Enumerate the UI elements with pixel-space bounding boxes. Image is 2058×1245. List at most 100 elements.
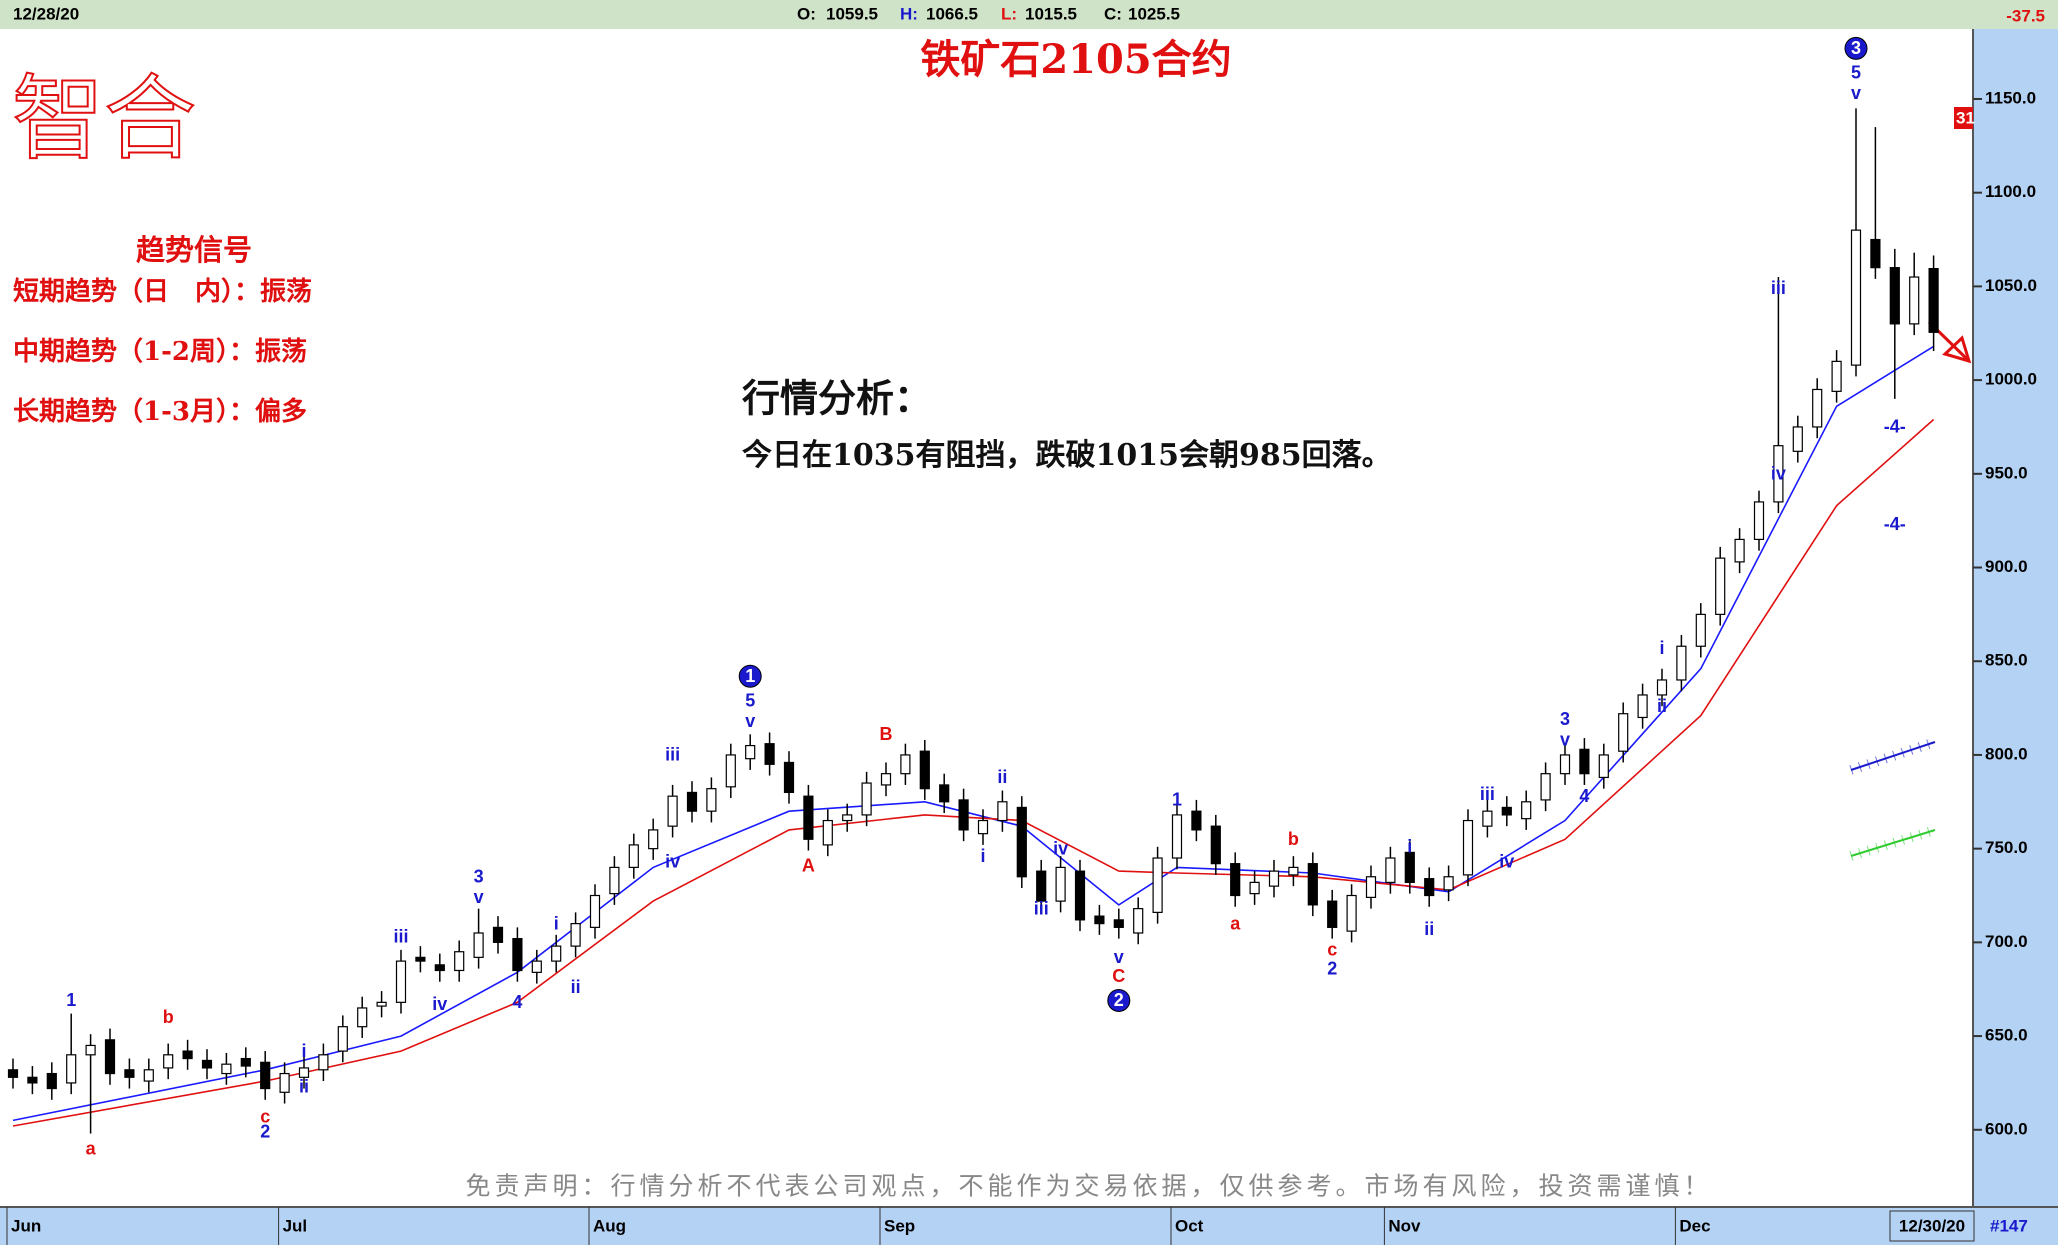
y-tick-label: 650.0 — [1985, 1026, 2028, 1045]
wave-label: 1 — [66, 990, 76, 1010]
wave-label: A — [802, 855, 815, 875]
candle-body — [1618, 713, 1629, 752]
candle-body — [1831, 360, 1842, 392]
candle-body — [357, 1007, 368, 1028]
candle-body — [492, 926, 504, 943]
header-label: H: — [900, 4, 918, 23]
candle-body — [1191, 810, 1202, 831]
x-tick-label: Nov — [1388, 1216, 1421, 1235]
candle-body — [337, 1026, 348, 1052]
chart-title: 铁矿石2105合约 — [920, 36, 1231, 83]
candle-body — [764, 743, 775, 765]
wave-label: 3 — [474, 867, 484, 887]
candle-body — [66, 1054, 77, 1084]
candle-body — [1928, 267, 1939, 333]
candle-body — [124, 1069, 135, 1078]
wave-circle — [1844, 36, 1868, 60]
candle-body — [1540, 773, 1551, 801]
wave-label: ii — [571, 977, 581, 997]
wave-label: C — [1112, 966, 1125, 986]
candle-body — [240, 1057, 251, 1067]
y-tick-label: 1100.0 — [1985, 182, 2036, 201]
wave-label: -4- — [1884, 514, 1906, 534]
wave-label: v — [1851, 83, 1861, 103]
candle-body — [27, 1076, 38, 1084]
candle-body — [473, 932, 484, 958]
wave-label: iv — [1053, 838, 1068, 858]
candle-body — [46, 1072, 57, 1090]
wave-label: ii — [1657, 696, 1667, 716]
candle-body — [958, 799, 969, 831]
candle-body — [1870, 238, 1881, 269]
indicator-line — [1850, 741, 1936, 771]
candle-body — [1385, 857, 1396, 883]
date-axis-panel — [0, 1207, 2058, 1245]
candle-body — [143, 1069, 154, 1082]
candle-body — [182, 1050, 193, 1060]
y-tick-label: 850.0 — [1985, 651, 2028, 670]
candle-body — [745, 744, 756, 760]
wave-label: 1 — [745, 666, 755, 686]
candle-body — [7, 1069, 19, 1078]
candle-body — [1656, 679, 1668, 696]
x-tick-label: Sep — [884, 1216, 915, 1235]
wave-label: iii — [1480, 784, 1495, 804]
candle-body — [279, 1072, 290, 1093]
analysis-text: 今日在1035有阻挡，跌破1015会朝985回落。 — [742, 438, 1392, 473]
candle-body — [861, 782, 872, 816]
x-tick-label: Oct — [1175, 1216, 1204, 1235]
candle-body — [1268, 870, 1280, 887]
wave-label: i — [1659, 638, 1664, 658]
y-tick-label: 750.0 — [1985, 838, 2028, 857]
candle-body — [1753, 501, 1765, 541]
header-date: 12/28/20 — [13, 4, 79, 23]
logo: 智合 — [12, 65, 196, 172]
candle-body — [1365, 876, 1377, 898]
wave-label: b — [1288, 829, 1299, 849]
candle-body — [1559, 754, 1571, 775]
candle-body — [201, 1059, 213, 1069]
wave-label: ii — [997, 767, 1007, 787]
wave-label: v — [1114, 947, 1124, 967]
wave-label: B — [880, 724, 893, 744]
candle-body — [1521, 801, 1532, 820]
candle-body — [1424, 878, 1435, 897]
x-tick-label: Jul — [283, 1216, 308, 1235]
bar-count: #147 — [1990, 1216, 2028, 1235]
indicator-line — [1850, 829, 1936, 857]
wave-label: c — [1327, 940, 1337, 960]
wave-label: 4 — [512, 992, 522, 1012]
wave-label: i — [301, 1041, 306, 1061]
candle-body — [260, 1061, 271, 1090]
header-value: 1015.5 — [1025, 4, 1077, 23]
arrow-head — [1942, 335, 1972, 364]
candle-body — [163, 1054, 174, 1069]
candle-body — [1133, 908, 1144, 934]
wave-label: i — [554, 913, 559, 933]
candle-body — [1637, 694, 1648, 719]
wave-label: iv — [665, 852, 680, 872]
price-axis-panel — [1973, 29, 2058, 1207]
candle-body — [648, 829, 659, 850]
candle-body — [1055, 866, 1066, 902]
candle-body — [667, 795, 678, 827]
wave-label: 3 — [1851, 38, 1861, 58]
candle-body — [1443, 876, 1454, 891]
wave-label: iii — [1034, 898, 1049, 918]
wave-label: 5 — [1851, 62, 1861, 82]
y-tick-label: 1050.0 — [1985, 276, 2037, 295]
average-line — [12, 345, 1935, 1122]
candle-body — [1346, 894, 1357, 932]
wave-label: iv — [1499, 852, 1514, 872]
signal-line: 短期趋势（日 内）：振荡 — [13, 277, 312, 307]
wave-label: a — [86, 1138, 97, 1158]
wave-label: 3 — [1560, 709, 1570, 729]
candle-body — [1152, 857, 1163, 913]
wave-circle — [1107, 988, 1131, 1012]
candle-body — [85, 1044, 96, 1056]
candle-body — [376, 1001, 387, 1007]
candle-body — [1501, 806, 1512, 816]
candle-body — [609, 866, 620, 895]
candle-body — [977, 819, 989, 835]
candle-body — [686, 791, 698, 812]
